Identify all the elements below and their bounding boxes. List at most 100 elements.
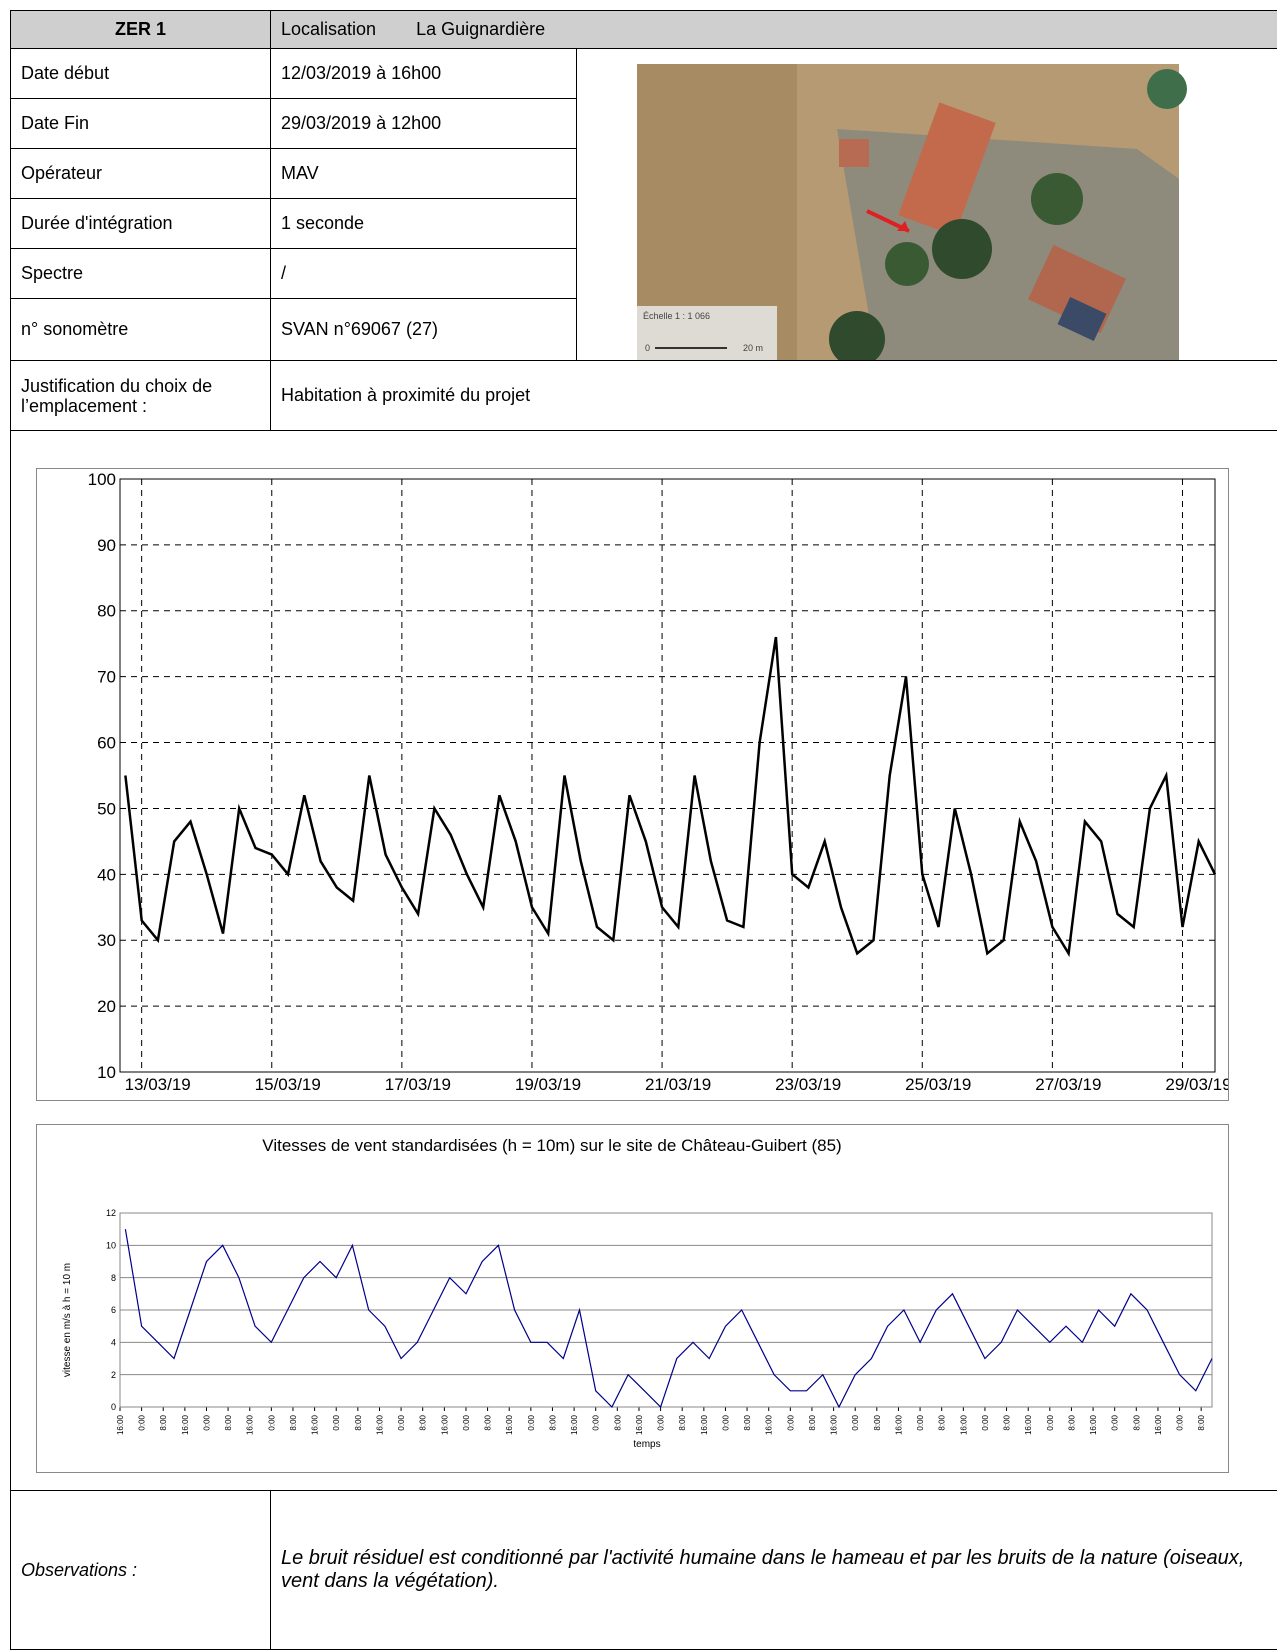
x-tick-label: 16:00 bbox=[375, 1414, 384, 1435]
x-tick-label: 16:00 bbox=[311, 1414, 320, 1435]
y-tick-label: 12 bbox=[106, 1208, 116, 1218]
x-tick-label: 16:00 bbox=[1154, 1414, 1163, 1435]
arrow-head bbox=[897, 221, 909, 231]
location: La Guignardière bbox=[416, 19, 546, 39]
x-tick-label: 0:00 bbox=[202, 1414, 211, 1430]
field-value: SVAN n°69067 (27) bbox=[270, 298, 577, 361]
x-tick-label: 27/03/19 bbox=[1035, 1075, 1101, 1094]
x-tick-label: 0:00 bbox=[138, 1414, 147, 1430]
scale-start: 0 bbox=[645, 343, 650, 353]
map-cell: Échelle 1 : 1 066 0 20 m bbox=[576, 48, 1277, 361]
x-tick-label: 8:00 bbox=[484, 1414, 493, 1430]
y-tick-label: 60 bbox=[97, 734, 116, 753]
x-tick-label: 17/03/19 bbox=[385, 1075, 451, 1094]
field-value: / bbox=[270, 248, 577, 299]
x-tick-label: 0:00 bbox=[592, 1414, 601, 1430]
wind-chart: Vitesses de vent standardisées (h = 10m)… bbox=[36, 1124, 1229, 1473]
x-tick-label: 16:00 bbox=[765, 1414, 774, 1435]
x-tick-label: 0:00 bbox=[916, 1414, 925, 1430]
data-line bbox=[124, 636, 1217, 958]
x-tick-label: 16:00 bbox=[700, 1414, 709, 1435]
x-tick-label: 16:00 bbox=[830, 1414, 839, 1435]
tree bbox=[829, 311, 885, 360]
y-tick-label: 4 bbox=[111, 1337, 116, 1347]
y-tick-label: 2 bbox=[111, 1370, 116, 1380]
x-tick-label: 0:00 bbox=[981, 1414, 990, 1430]
field-label: n° sonomètre bbox=[10, 298, 271, 361]
x-tick-label: 8:00 bbox=[1003, 1414, 1012, 1430]
x-tick-label: 23/03/19 bbox=[775, 1075, 841, 1094]
y-tick-label: 90 bbox=[97, 536, 116, 555]
x-tick-label: 15/03/19 bbox=[255, 1075, 321, 1094]
charts-cell: 10 20 30 40 50 60 70 80 90 100 13/03/19 15/03/19 17/… bbox=[10, 430, 1277, 1491]
x-tick-label: 13/03/19 bbox=[125, 1075, 191, 1094]
y-tick-label: 80 bbox=[97, 602, 116, 621]
x-tick-label: 16:00 bbox=[116, 1414, 125, 1435]
field-label: Date Fin bbox=[10, 98, 271, 149]
plot-frame bbox=[119, 1212, 1213, 1408]
map-scale: Échelle 1 : 1 066 bbox=[643, 311, 710, 321]
scale-bar: 20 m bbox=[743, 343, 763, 353]
field-value: MAV bbox=[270, 148, 577, 199]
x-tick-label: 8:00 bbox=[1132, 1414, 1141, 1430]
x-tick-label: 0:00 bbox=[786, 1414, 795, 1430]
x-tick-label: 19/03/19 bbox=[515, 1075, 581, 1094]
y-tick-label: 30 bbox=[97, 931, 116, 950]
justification: Habitation à proximité du projet bbox=[270, 360, 1277, 431]
field-label: Spectre bbox=[10, 248, 271, 299]
field-value: 29/03/2019 à 12h00 bbox=[270, 98, 577, 149]
x-tick-label: 8:00 bbox=[808, 1414, 817, 1430]
y-tick-label: 50 bbox=[97, 799, 116, 818]
y-tick-label: 6 bbox=[111, 1305, 116, 1315]
roof bbox=[898, 102, 996, 236]
observations-label: Observations : bbox=[10, 1490, 271, 1650]
x-tick-label: 16:00 bbox=[635, 1414, 644, 1435]
x-tick-label: 16:00 bbox=[570, 1414, 579, 1435]
x-tick-label: 16:00 bbox=[1089, 1414, 1098, 1435]
x-tick-label: 0:00 bbox=[397, 1414, 406, 1430]
x-tick-label: 8:00 bbox=[354, 1414, 363, 1430]
tree bbox=[1031, 173, 1083, 225]
x-tick-label: 0:00 bbox=[527, 1414, 536, 1430]
x-tick-label: 0:00 bbox=[657, 1414, 666, 1430]
x-tick-label: 16:00 bbox=[1024, 1414, 1033, 1435]
x-tick-label: 8:00 bbox=[224, 1414, 233, 1430]
x-axis-label: temps bbox=[633, 1439, 660, 1450]
x-tick-label: 8:00 bbox=[548, 1414, 557, 1430]
y-tick-label: 10 bbox=[97, 1063, 116, 1082]
x-tick-label: 8:00 bbox=[938, 1414, 947, 1430]
x-tick-label: 8:00 bbox=[743, 1414, 752, 1430]
field-label: Date début bbox=[10, 48, 271, 99]
x-tick-label: 16:00 bbox=[505, 1414, 514, 1435]
x-tick-label: 0:00 bbox=[332, 1414, 341, 1430]
x-tick-label: 0:00 bbox=[1046, 1414, 1055, 1430]
x-tick-label: 8:00 bbox=[419, 1414, 428, 1430]
noise-chart: 10 20 30 40 50 60 70 80 90 100 13/03/19 15/03/19 17/… bbox=[36, 468, 1229, 1101]
scale-box bbox=[637, 306, 777, 360]
y-tick-label: 40 bbox=[97, 865, 116, 884]
x-tick-label: 8:00 bbox=[289, 1414, 298, 1430]
pond bbox=[1147, 69, 1187, 109]
chart-title: Vitesses de vent standardisées (h = 10m)… bbox=[262, 1136, 841, 1155]
location-row: Localisation La Guignardière bbox=[270, 10, 1277, 49]
yard bbox=[837, 129, 1179, 360]
y-tick-label: 100 bbox=[88, 470, 116, 489]
tree bbox=[932, 219, 992, 279]
x-tick-label: 29/03/19 bbox=[1165, 1075, 1229, 1094]
y-tick-label: 20 bbox=[97, 997, 116, 1016]
data-line bbox=[124, 1229, 1213, 1409]
justification-label: Justification du choix de l’emplacement … bbox=[10, 360, 271, 431]
x-tick-label: 8:00 bbox=[1197, 1414, 1206, 1430]
y-axis-label: vitesse en m/s à h = 10 m bbox=[62, 1263, 73, 1377]
x-tick-label: 16:00 bbox=[894, 1414, 903, 1435]
x-tick-label: 8:00 bbox=[613, 1414, 622, 1430]
aerial-image: Échelle 1 : 1 066 0 20 m bbox=[637, 64, 1187, 360]
y-tick-label: 10 bbox=[106, 1240, 116, 1250]
x-tick-label: 8:00 bbox=[873, 1414, 882, 1430]
field-label: Durée d'intégration bbox=[10, 198, 271, 249]
y-tick-label: 0 bbox=[111, 1402, 116, 1412]
field-value: 12/03/2019 à 16h00 bbox=[270, 48, 577, 99]
x-tick-label: 0:00 bbox=[721, 1414, 730, 1430]
x-tick-label: 0:00 bbox=[462, 1414, 471, 1430]
